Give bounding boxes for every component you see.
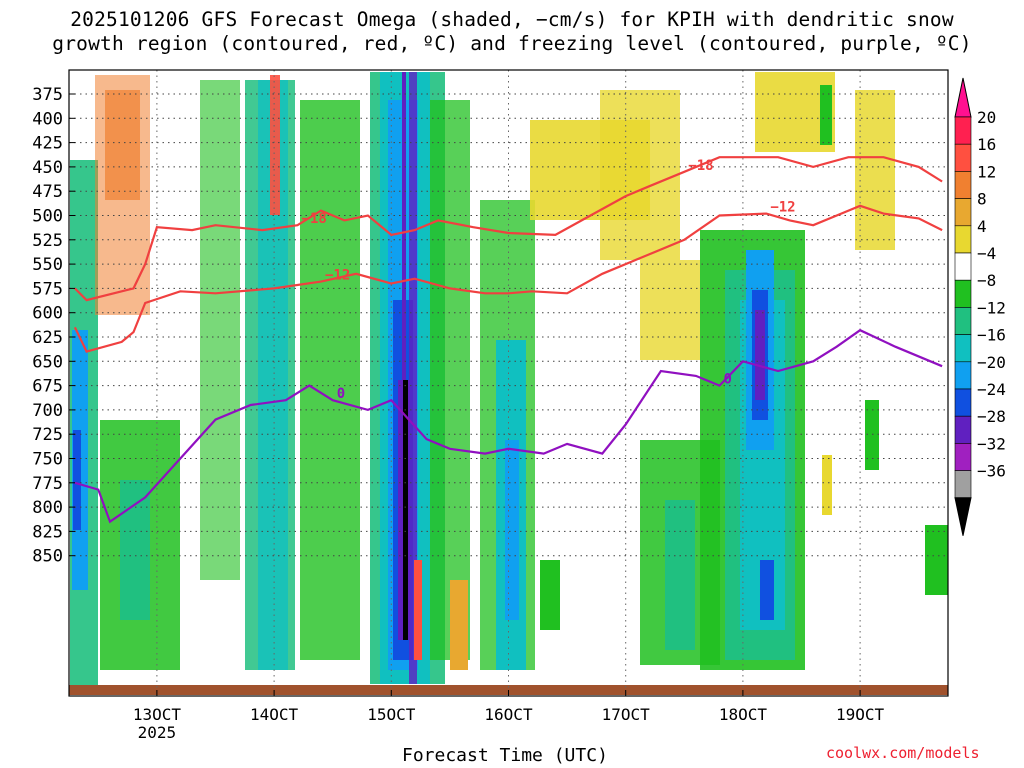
colorbar-label-13: −36 — [977, 462, 1006, 481]
colorbar-swatch-13 — [954, 470, 972, 499]
y-tick-label-375: 375 — [32, 85, 63, 105]
contour-label-1-1: −12 — [770, 200, 795, 216]
y-tick-label-775: 775 — [32, 474, 63, 494]
colorbar-label-4: 4 — [977, 217, 987, 236]
colorbar-top-arrow — [954, 77, 972, 118]
y-tick-label-450: 450 — [32, 158, 63, 178]
x-tick-label-15OCT: 15OCT — [367, 705, 416, 724]
colorbar-bottom-arrow — [954, 497, 972, 536]
contour-label-0-0: −18 — [302, 211, 327, 227]
colorbar-swatch-9 — [954, 361, 972, 390]
x-tick-label-18OCT: 18OCT — [719, 705, 768, 724]
chart-title-line-2: growth region (contoured, red, ºC) and f… — [52, 32, 972, 55]
y-tick-label-725: 725 — [32, 425, 63, 445]
colorbar-label-8: −16 — [977, 326, 1006, 345]
y-tick-label-600: 600 — [32, 304, 63, 324]
chart-title-line-1: 2025101206 GFS Forecast Omega (shaded, −… — [70, 8, 954, 31]
y-tick-label-750: 750 — [32, 450, 63, 470]
contour-label-2-0: 0 — [337, 386, 345, 402]
x-tick-label-19OCT: 19OCT — [836, 705, 885, 724]
colorbar-swatch-6 — [954, 279, 972, 308]
pressure-axis: 375 400 425 450 475 500 525 550 575 600 625 650 675 7… — [32, 85, 75, 567]
colorbar-label-12: −32 — [977, 434, 1006, 453]
y-tick-label-800: 800 — [32, 498, 63, 518]
colorbar-label-0: 20 — [977, 108, 996, 127]
omega-shading — [70, 72, 948, 690]
y-tick-label-625: 625 — [32, 328, 63, 348]
colorbar-label-3: 8 — [977, 190, 987, 209]
y-tick-label-675: 675 — [32, 377, 63, 397]
contour-line-0 — [74, 156, 943, 302]
y-tick-label-475: 475 — [32, 182, 63, 202]
colorbar-swatch-5 — [954, 252, 972, 281]
y-tick-label-500: 500 — [32, 207, 63, 227]
colorbar-swatch-7 — [954, 307, 972, 335]
y-tick-label-825: 825 — [32, 522, 63, 542]
contour-label-1-0: −12 — [325, 268, 350, 284]
temperature-contours — [73, 156, 943, 524]
colorbar-label-5: −4 — [977, 244, 996, 263]
contour-labels: −18 −18 −12 −12 0 0 — [302, 158, 796, 402]
y-tick-label-700: 700 — [32, 401, 63, 421]
y-tick-label-425: 425 — [32, 134, 63, 154]
colorbar-swatch-12 — [954, 443, 972, 471]
colorbar: 20 16 12 8 4 −4 −8 −12 −16 −20 −24 −28 −32 −36 — [954, 77, 1006, 536]
x-tick-label-14OCT: 14OCT — [250, 705, 299, 724]
contour-label-0-1: −18 — [688, 158, 713, 174]
colorbar-label-7: −12 — [977, 298, 1006, 317]
contour-line-2 — [74, 328, 943, 524]
colorbar-label-9: −20 — [977, 353, 1006, 372]
colorbar-swatch-3 — [954, 198, 972, 227]
colorbar-swatch-1 — [954, 143, 972, 172]
y-tick-label-575: 575 — [32, 279, 63, 299]
contour-line-1 — [73, 204, 943, 353]
y-tick-label-525: 525 — [32, 231, 63, 251]
colorbar-swatch-4 — [954, 225, 972, 254]
colorbar-label-2: 12 — [977, 162, 996, 181]
colorbar-label-11: −28 — [977, 407, 1006, 426]
chart-title: 2025101206 GFS Forecast Omega (shaded, −… — [0, 8, 1024, 56]
x-tick-label-16OCT: 16OCT — [484, 705, 533, 724]
colorbar-swatch-0 — [954, 116, 972, 145]
x-tick-label-17OCT: 17OCT — [602, 705, 651, 724]
colorbar-label-6: −8 — [977, 271, 996, 290]
x-axis-label: Forecast Time (UTC) — [402, 745, 608, 766]
colorbar-swatch-11 — [954, 415, 972, 444]
y-tick-label-400: 400 — [32, 109, 63, 129]
colorbar-swatch-10 — [954, 388, 972, 417]
contour-label-2-1: 0 — [723, 372, 731, 388]
y-tick-label-650: 650 — [32, 352, 63, 372]
y-tick-label-850: 850 — [32, 547, 63, 567]
grid-lines — [69, 70, 948, 696]
colorbar-swatch-8 — [954, 334, 972, 363]
colorbar-label-1: 16 — [977, 135, 996, 154]
y-tick-label-550: 550 — [32, 255, 63, 275]
watermark: coolwx.com/models — [826, 744, 980, 762]
colorbar-label-10: −24 — [977, 380, 1006, 399]
x-tick-label-13OCT: 13OCT — [133, 705, 182, 724]
colorbar-swatch-2 — [954, 171, 972, 199]
x-tick-sublabel-13OCT: 2025 — [138, 723, 177, 742]
